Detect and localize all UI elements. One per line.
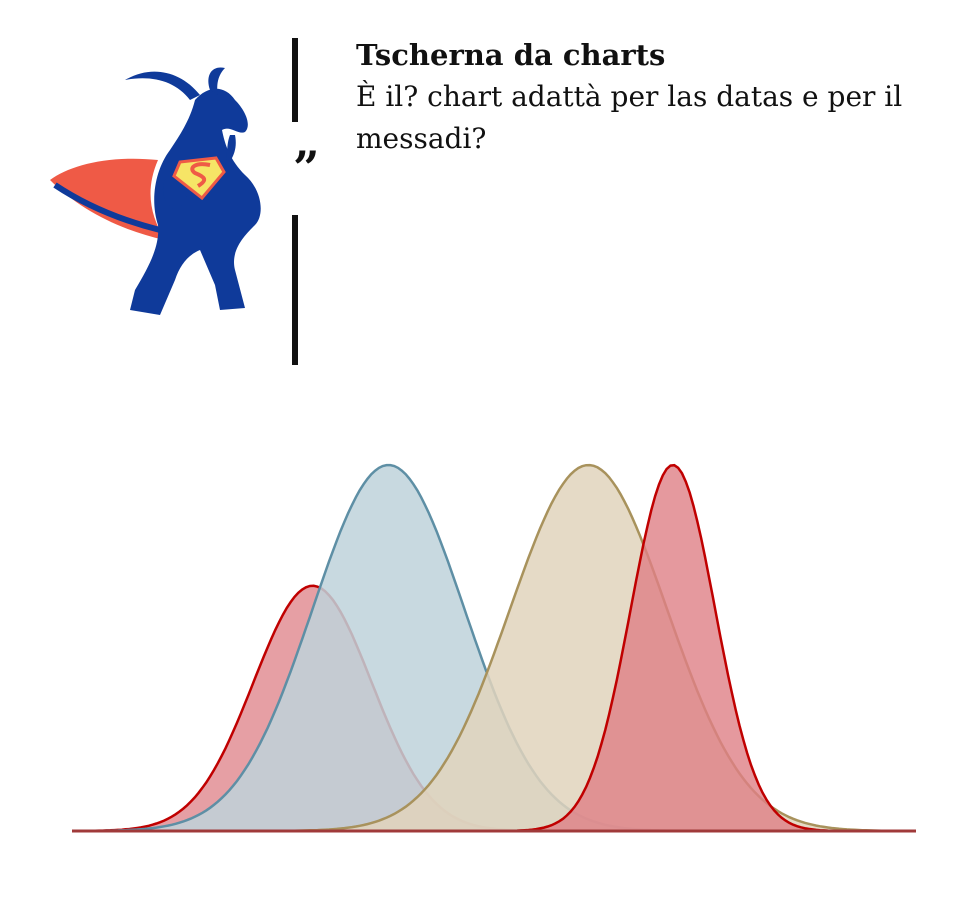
- cape-shape: [50, 158, 165, 240]
- goat-body: [130, 88, 261, 315]
- cape-edge: [53, 182, 161, 233]
- density-areas: [72, 463, 916, 833]
- goat-horn: [125, 71, 200, 100]
- density-area-red-right: [72, 465, 916, 831]
- density-area-blue: [72, 465, 916, 831]
- goat-horn-back: [208, 67, 225, 95]
- question-text: È il? chart adattà per las datas e per i…: [356, 80, 903, 155]
- goat-beard: [225, 135, 236, 168]
- density-area-tan: [72, 465, 916, 831]
- emblem-shield: [172, 156, 226, 201]
- quote-bar-bottom: [292, 215, 298, 365]
- goat-superhero-logo: [50, 67, 261, 315]
- quote-bar-top: [292, 38, 298, 122]
- emblem-s: [190, 162, 211, 188]
- page-title: Tscherna da charts: [356, 38, 666, 72]
